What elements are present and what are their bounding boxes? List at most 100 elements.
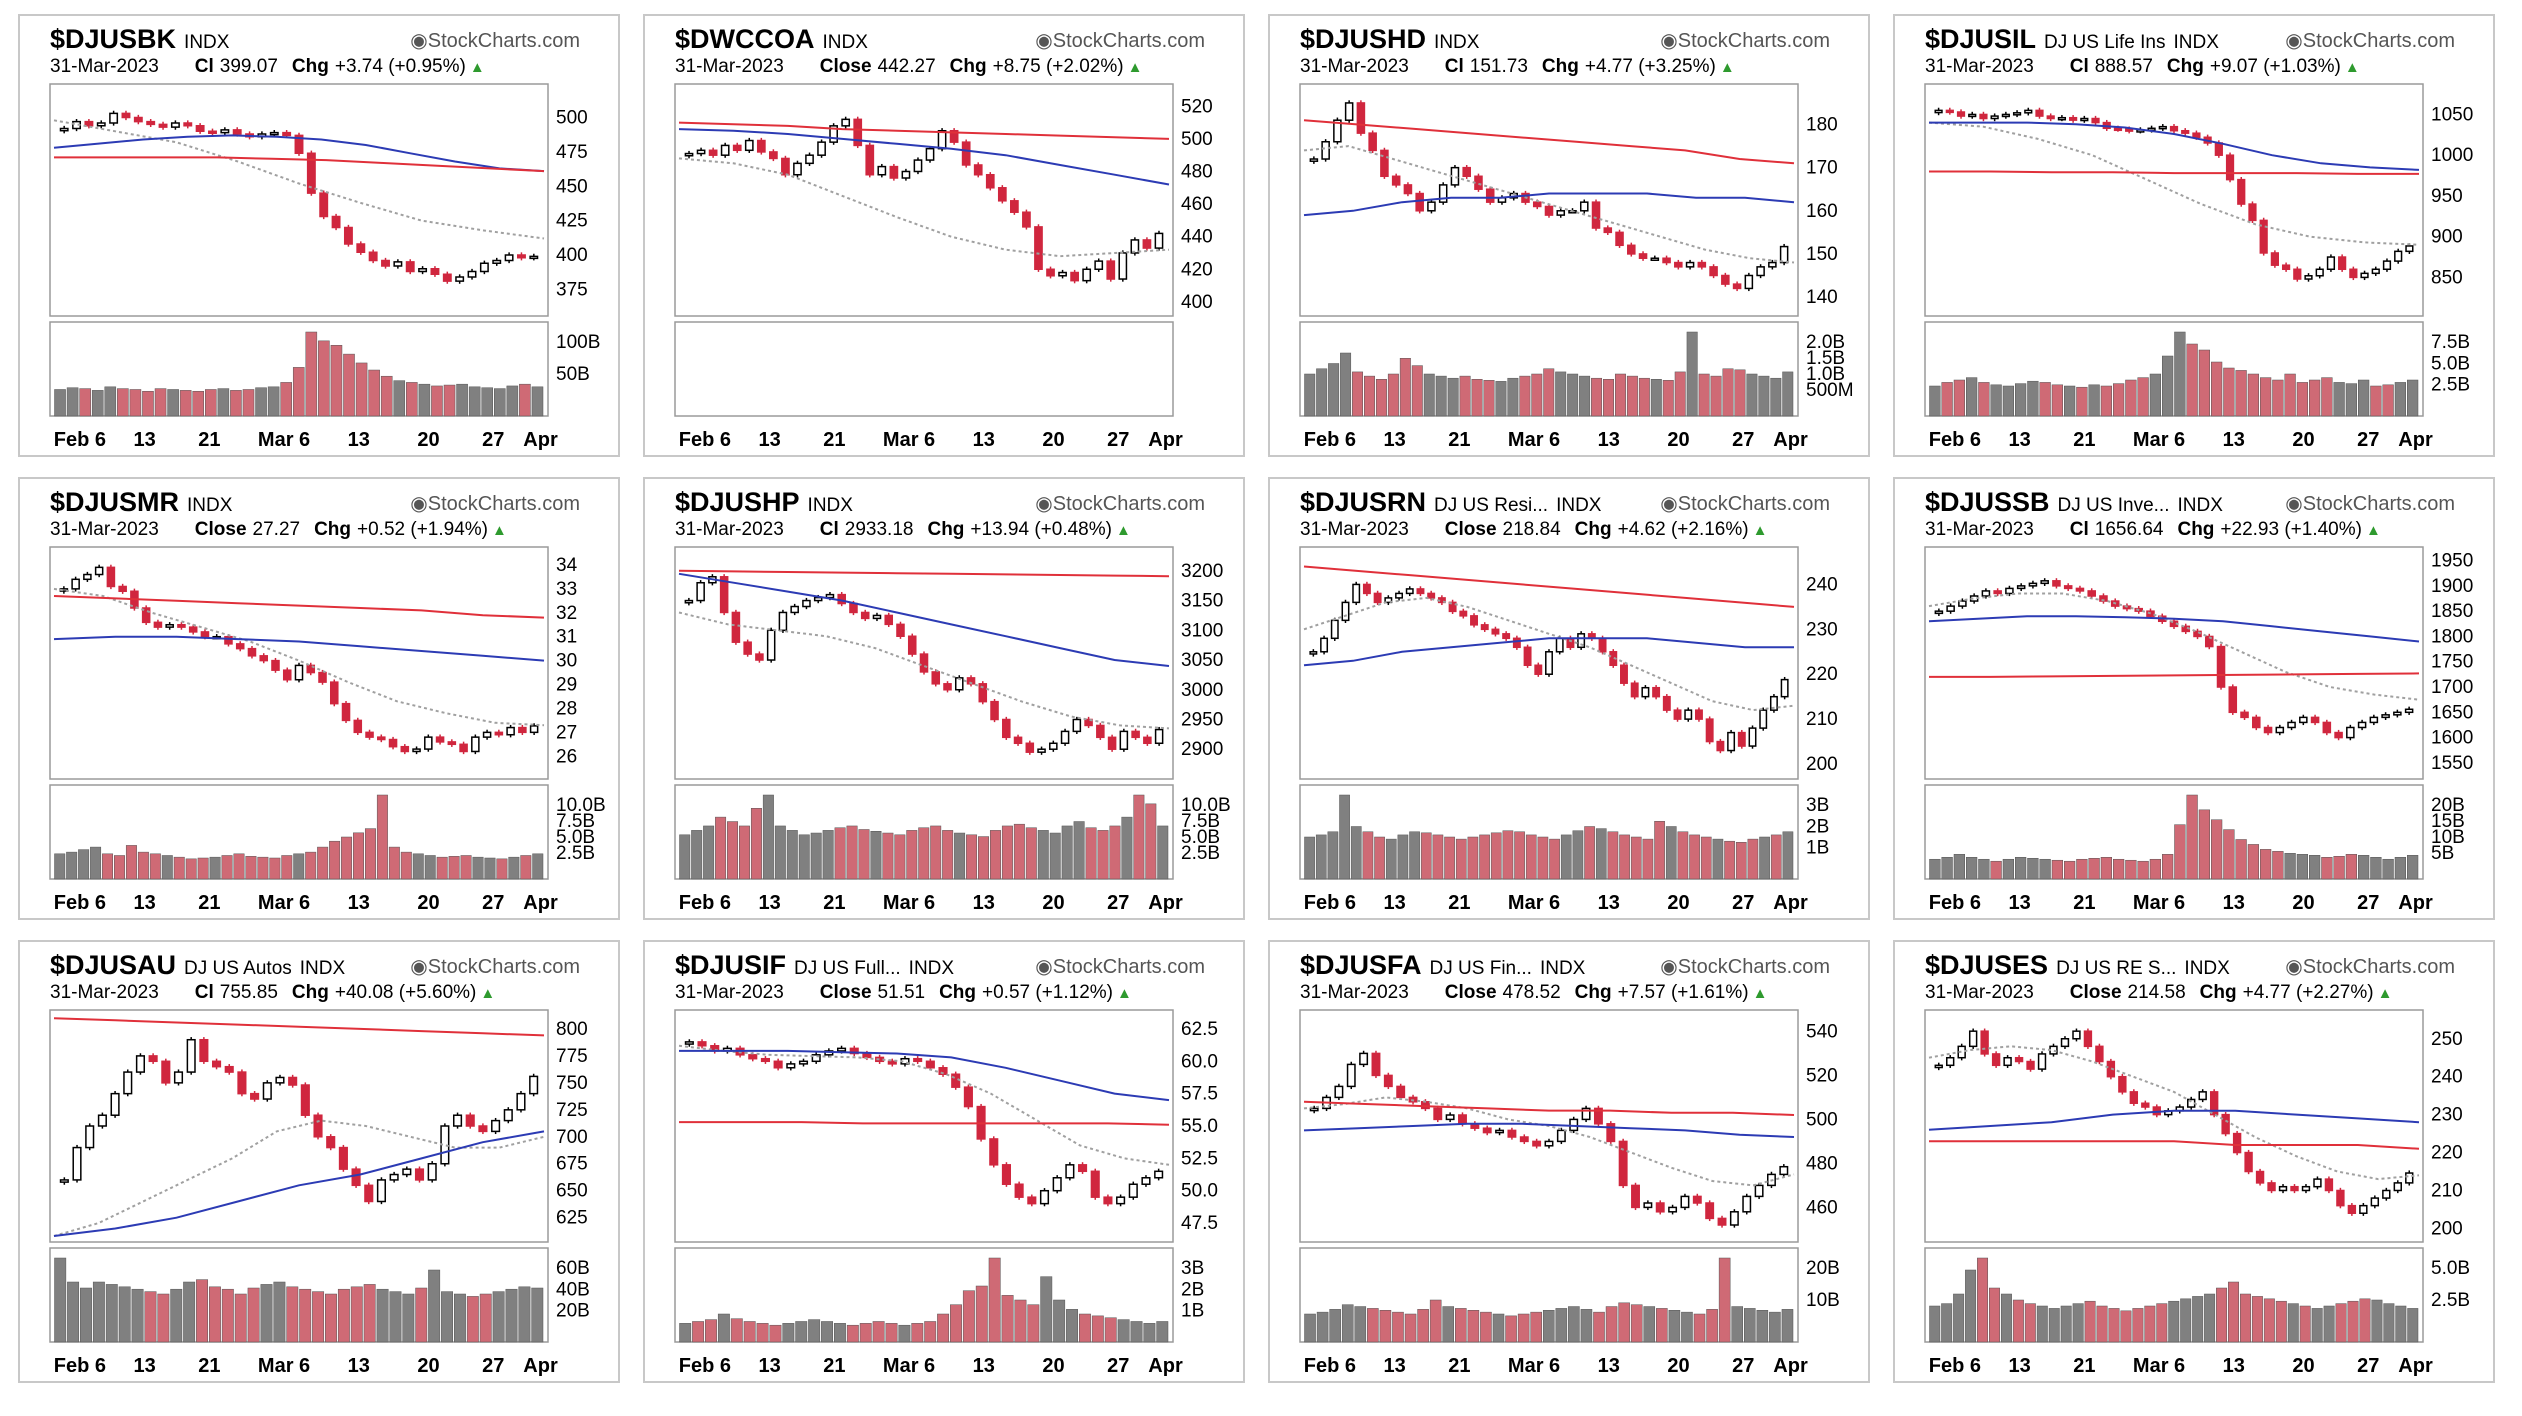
ma-slow-line bbox=[1929, 672, 2420, 678]
volume-bar bbox=[1339, 794, 1350, 880]
candle-body bbox=[841, 118, 851, 127]
candle-body bbox=[2304, 275, 2313, 280]
y-tick-label: 675 bbox=[556, 1154, 588, 1175]
exchange: INDX bbox=[187, 495, 233, 516]
volume-bar bbox=[496, 858, 508, 880]
candle-body bbox=[1523, 646, 1532, 666]
candle-body bbox=[2349, 268, 2358, 279]
volume-bar bbox=[418, 383, 431, 417]
candle-body bbox=[2052, 580, 2061, 587]
volume-bar bbox=[1073, 821, 1085, 880]
volume-bar bbox=[1595, 828, 1607, 880]
volume-tick-label: 60B bbox=[556, 1258, 590, 1279]
volume-bar bbox=[2072, 1303, 2084, 1343]
candle-body bbox=[2336, 1189, 2345, 1207]
volume-bar bbox=[1350, 826, 1362, 880]
volume-bar bbox=[2060, 1305, 2072, 1343]
x-tick-label: 27 bbox=[1732, 892, 1754, 914]
y-tick-label: 440 bbox=[1181, 227, 1213, 248]
volume-bar bbox=[1953, 379, 1965, 417]
volume-bar bbox=[2113, 383, 2125, 417]
volume-bar bbox=[1133, 794, 1145, 880]
volume-bar bbox=[468, 386, 481, 417]
volume-bar bbox=[2370, 385, 2382, 417]
volume-bar bbox=[183, 1281, 196, 1343]
y-tick-label: 31 bbox=[556, 627, 577, 648]
candle-body bbox=[306, 664, 316, 674]
candle-body bbox=[106, 566, 116, 588]
change-label: Chg bbox=[927, 519, 965, 540]
volume-bar bbox=[67, 1281, 80, 1343]
volume-bar bbox=[2076, 386, 2088, 417]
exchange: INDX bbox=[807, 495, 853, 516]
volume-bar bbox=[2235, 370, 2247, 417]
date: 31-Mar-2023 bbox=[1300, 519, 1409, 540]
ma-mid-line bbox=[1929, 121, 2420, 171]
volume-bar bbox=[2100, 857, 2112, 880]
x-tick-label: 21 bbox=[198, 1355, 220, 1377]
candle-body bbox=[71, 578, 80, 590]
candle-body bbox=[1603, 227, 1613, 234]
volume-bar bbox=[1097, 830, 1109, 880]
candle-body bbox=[973, 164, 983, 176]
volume-bar bbox=[245, 856, 257, 880]
candle-body bbox=[1769, 695, 1778, 711]
x-tick-label: 13 bbox=[1383, 429, 1405, 451]
change-label: Chg bbox=[939, 982, 977, 1003]
volume-bar bbox=[988, 1257, 1001, 1343]
plot-area: 250 240 230 220 210 200 5.0B 2.5B Feb 6 13 21 Mar 6… bbox=[1924, 1009, 2470, 1377]
candle-body bbox=[1368, 132, 1377, 152]
candle-body bbox=[1756, 266, 1765, 277]
price-frame bbox=[49, 546, 549, 780]
y-tick-label: 170 bbox=[1806, 158, 1838, 179]
volume-bar bbox=[481, 387, 493, 417]
volume-bar bbox=[2132, 1308, 2144, 1343]
volume-bar bbox=[1759, 836, 1770, 880]
candle-body bbox=[931, 671, 941, 685]
y-tick-label: 3100 bbox=[1181, 620, 1223, 641]
date: 31-Mar-2023 bbox=[675, 56, 784, 77]
candle-body bbox=[1060, 730, 1070, 745]
candle-body bbox=[865, 144, 875, 176]
x-tick-label: 20 bbox=[1667, 1355, 1689, 1377]
chart-header: $DJUSFA DJ US Fin... INDX bbox=[1300, 950, 1585, 980]
candle-body bbox=[1697, 261, 1707, 268]
volume-bar bbox=[325, 1293, 337, 1343]
volume-bar bbox=[1362, 831, 1374, 880]
candle-body bbox=[1662, 257, 1671, 264]
exchange: INDX bbox=[1556, 495, 1602, 516]
volume-bar bbox=[679, 1323, 692, 1343]
candle-body bbox=[2141, 1102, 2150, 1108]
volume-bar bbox=[1718, 1257, 1731, 1343]
x-tick-label: 20 bbox=[1042, 892, 1064, 914]
volume-bar bbox=[125, 845, 137, 880]
volume-bar bbox=[105, 1284, 118, 1343]
volume-bar bbox=[2100, 385, 2112, 417]
candle-body bbox=[2129, 1091, 2139, 1104]
x-tick-label: 20 bbox=[2292, 429, 2314, 451]
volume-bar bbox=[1567, 373, 1579, 417]
candle-body bbox=[1502, 633, 1511, 640]
y-tick-label: 1850 bbox=[2431, 601, 2473, 622]
x-tick-label: Mar 6 bbox=[258, 892, 310, 914]
candle-body bbox=[684, 599, 694, 604]
ma-fast-line bbox=[53, 587, 545, 727]
y-tick-label: 55.0 bbox=[1181, 1116, 1218, 1137]
y-tick-label: 3200 bbox=[1181, 561, 1223, 582]
candle-body bbox=[1620, 664, 1628, 684]
candle-body bbox=[173, 1071, 184, 1084]
chart-panel: $DJUSRN DJ US Resi... INDX ◉StockCharts.com… bbox=[1268, 477, 1870, 920]
candle-body bbox=[2393, 711, 2402, 716]
candle-body bbox=[2095, 1045, 2104, 1063]
candle-body bbox=[235, 643, 245, 650]
candle-body bbox=[2060, 1038, 2070, 1048]
volume-bar bbox=[1392, 1311, 1404, 1343]
candle-body bbox=[2214, 142, 2223, 156]
volume-bar bbox=[247, 1287, 260, 1343]
volume-bar bbox=[1782, 831, 1794, 880]
candle-body bbox=[388, 738, 398, 748]
date: 31-Mar-2023 bbox=[1925, 982, 2034, 1003]
candle-body bbox=[153, 621, 163, 628]
x-tick-label: 13 bbox=[758, 429, 780, 451]
volume-bar bbox=[1340, 352, 1352, 417]
